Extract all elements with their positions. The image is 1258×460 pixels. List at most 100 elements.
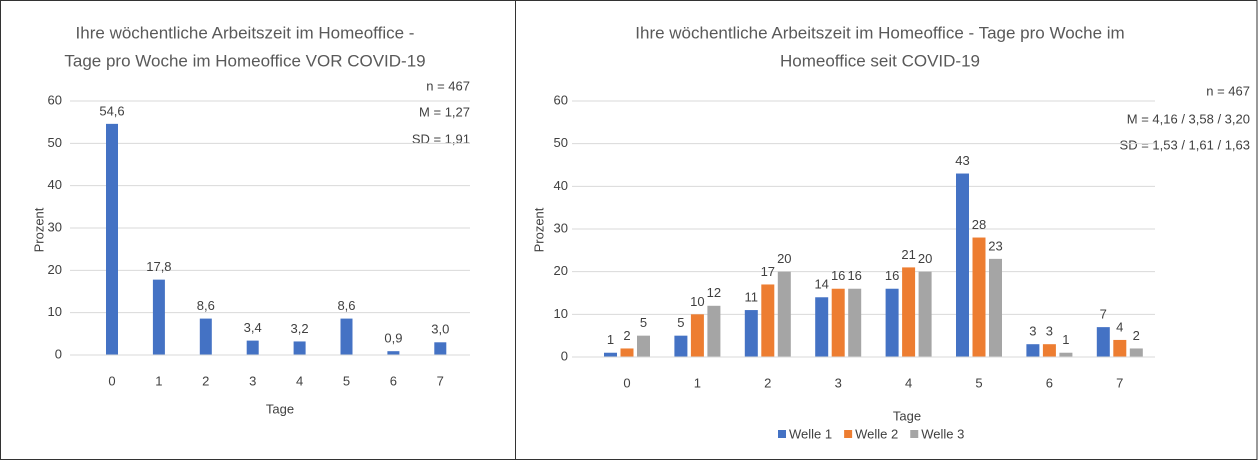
data-label: 0,9: [384, 331, 402, 346]
bar: [885, 288, 899, 357]
data-label: 3,0: [431, 322, 449, 337]
data-label: 3,4: [244, 320, 262, 335]
data-label: 20: [777, 251, 791, 266]
bar: [989, 258, 1002, 357]
y-tick-label: 0: [561, 348, 568, 363]
x-tick-label: 2: [202, 373, 209, 388]
legend-label: Welle 2: [855, 426, 898, 441]
bar: [1026, 344, 1040, 357]
y-tick-label: 30: [48, 219, 62, 234]
annotation: M = 1,27: [419, 104, 470, 119]
bar: [902, 267, 916, 357]
bar: [340, 318, 353, 355]
data-label: 8,6: [337, 298, 355, 313]
bar: [246, 340, 259, 355]
y-tick-label: 60: [554, 92, 568, 107]
chart-title: Ihre wöchentliche Arbeitszeit im Homeoff…: [635, 23, 1124, 42]
y-tick-label: 10: [48, 304, 62, 319]
x-tick-label: 0: [108, 373, 115, 388]
panel-left: [0, 0, 516, 460]
bar: [848, 288, 862, 357]
x-tick-label: 1: [155, 373, 162, 388]
data-label: 54,6: [99, 103, 124, 118]
y-tick-label: 60: [48, 92, 62, 107]
bar: [831, 288, 845, 357]
bar: [777, 271, 791, 357]
data-label: 23: [988, 238, 1002, 253]
data-label: 16: [885, 268, 899, 283]
legend-swatch: [778, 430, 786, 438]
bar: [761, 284, 775, 357]
x-tick-label: 4: [296, 373, 303, 388]
x-tick-label: 2: [764, 375, 771, 390]
bar: [293, 341, 306, 355]
x-tick-label: 7: [1116, 375, 1123, 390]
annotation: n = 467: [426, 78, 470, 93]
y-tick-label: 30: [554, 220, 568, 235]
y-tick-label: 0: [55, 346, 62, 361]
annotation: SD = 1,53 / 1,61 / 1,63: [1120, 137, 1250, 152]
bar: [637, 335, 650, 357]
bar: [690, 314, 704, 357]
bar: [674, 335, 688, 357]
y-axis-label: Prozent: [531, 207, 546, 252]
bar: [1096, 327, 1110, 357]
bar: [1059, 352, 1073, 357]
data-label: 2: [623, 328, 630, 343]
bar: [620, 348, 634, 357]
bar: [815, 297, 829, 357]
y-tick-label: 20: [554, 263, 568, 278]
panel-right: [515, 0, 1258, 460]
bar: [956, 173, 969, 357]
x-axis-label: Tage: [893, 408, 921, 423]
data-label: 21: [901, 247, 915, 262]
data-label: 43: [955, 153, 969, 168]
y-tick-label: 20: [48, 262, 62, 277]
data-label: 7: [1100, 307, 1107, 322]
data-label: 4: [1116, 319, 1123, 334]
x-tick-label: 0: [623, 375, 630, 390]
x-tick-label: 6: [1046, 375, 1053, 390]
bar: [744, 310, 758, 357]
y-tick-label: 50: [554, 135, 568, 150]
bar: [972, 237, 986, 357]
bar: [1042, 344, 1056, 357]
chart-title: Homeoffice seit COVID-19: [780, 51, 980, 70]
data-label: 8,6: [197, 298, 215, 313]
bar: [918, 271, 932, 357]
data-label: 20: [918, 251, 932, 266]
annotation: M = 4,16 / 3,58 / 3,20: [1127, 111, 1250, 126]
data-label: 14: [814, 277, 828, 292]
y-tick-label: 40: [554, 178, 568, 193]
bar: [106, 123, 118, 355]
x-tick-label: 5: [975, 375, 982, 390]
x-tick-label: 3: [835, 375, 842, 390]
x-tick-label: 4: [905, 375, 912, 390]
bar: [1113, 339, 1127, 357]
y-tick-label: 50: [48, 135, 62, 150]
bar: [707, 305, 721, 357]
bar: [1129, 348, 1143, 357]
data-label: 3: [1029, 324, 1036, 339]
legend-swatch: [910, 430, 919, 438]
bar: [199, 318, 212, 355]
data-label: 10: [690, 294, 704, 309]
data-label: 11: [745, 290, 759, 305]
x-axis-label: Tage: [266, 401, 294, 416]
x-tick-label: 7: [437, 373, 444, 388]
bar: [434, 342, 447, 355]
data-label: 28: [972, 217, 986, 232]
legend-label: Welle 3: [921, 426, 964, 441]
data-label: 5: [640, 315, 647, 330]
y-tick-label: 40: [48, 177, 62, 192]
data-label: 5: [677, 315, 684, 330]
y-tick-label: 10: [554, 306, 568, 321]
data-label: 17: [761, 264, 775, 279]
y-axis-label: Prozent: [31, 207, 46, 252]
data-label: 17,8: [146, 259, 171, 274]
data-label: 2: [1133, 328, 1140, 343]
data-label: 16: [831, 268, 845, 283]
data-label: 12: [707, 285, 721, 300]
data-label: 3: [1046, 324, 1053, 339]
